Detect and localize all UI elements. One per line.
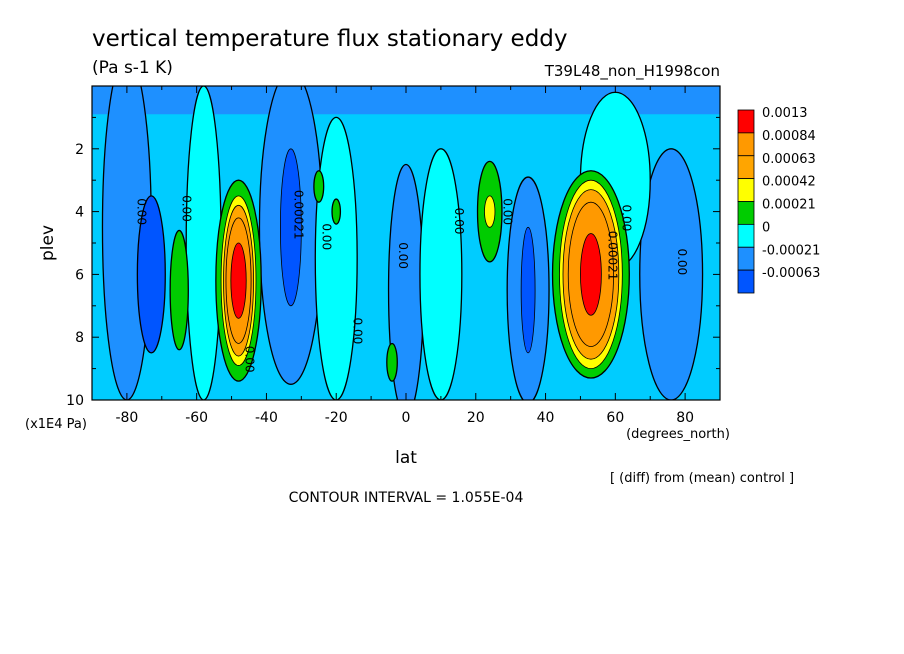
contour-label: 0.00021 [291, 190, 305, 240]
x-unit-label: (degrees_north) [626, 427, 730, 442]
legend-swatch [737, 109, 755, 134]
x-tick-label: 20 [467, 410, 485, 426]
positive-core-sh-level-4 [230, 242, 247, 319]
positive-upper-nh-level-1 [484, 195, 496, 228]
y-tick-label: 8 [75, 330, 84, 346]
legend-label: -0.00021 [762, 243, 820, 258]
y-tick-label: 6 [75, 267, 84, 283]
contour-label: 0.00 [396, 242, 410, 269]
chart-title: vertical temperature flux stationary edd… [92, 26, 568, 52]
legend-swatch [737, 178, 755, 202]
legend: 0.0013 0.00084 0.00063 0.00042 0.00021 0 -0.00… [737, 106, 820, 294]
cyan-column-3-level-0 [419, 148, 463, 400]
contour-label: 0.00 [452, 208, 466, 235]
contour-label: 0.00 [180, 195, 194, 222]
x-tick-label: 80 [676, 410, 694, 426]
x-tick-label: 40 [537, 410, 555, 426]
x-axis-label: lat [395, 448, 417, 468]
contour-label: 0.00 [351, 318, 365, 345]
contour-labels: 0.00 0.00 0.00021 0.000.000.000.000.00 0.00 0… [134, 190, 689, 373]
legend-label: 0.00084 [762, 129, 816, 144]
legend-swatch [737, 201, 755, 225]
legend-swatch [737, 132, 755, 157]
y-unit-label: (x1E4 Pa) [25, 417, 87, 432]
x-tick-label: -60 [185, 410, 208, 426]
plot-area [92, 86, 720, 400]
negative-tongue-mid-level-1 [279, 148, 302, 307]
y-tick-label: 10 [66, 393, 84, 409]
x-tick-label: 60 [606, 410, 624, 426]
x-tick-label: -20 [325, 410, 348, 426]
legend-label: 0.00021 [762, 198, 816, 213]
contour-label: 0.00 [675, 248, 689, 275]
positive-small-1-level-0 [313, 170, 325, 203]
positive-small-2-level-0 [331, 198, 342, 225]
legend-label: 0.00042 [762, 175, 816, 190]
x-axis: -80 -60 -40 -20 0 20 40 60 80 [91, 86, 721, 426]
contour-label: 0.00 [501, 198, 515, 225]
contour-label: 0.00 [619, 205, 633, 232]
legend-swatch [737, 246, 755, 271]
note-text: [ (diff) from (mean) control ] [610, 471, 794, 486]
positive-core-nh-level-4 [580, 233, 602, 316]
legend-swatch [737, 223, 755, 248]
cyan-column-1-level-0 [185, 86, 222, 400]
contour-label: 0.00021 [605, 231, 619, 281]
x-tick-label: -40 [255, 410, 278, 426]
contour-label: 0.00 [319, 223, 333, 250]
y-tick-label: 4 [75, 205, 84, 221]
cyan-column-2-level-0 [314, 116, 358, 400]
run-label: T39L48_non_H1998con [544, 62, 720, 81]
x-tick-label: -80 [115, 410, 138, 426]
legend-label: 0 [762, 220, 770, 235]
legend-swatch [737, 155, 755, 180]
negative-south-pole-level-0 [136, 195, 166, 354]
positive-small-3-level-0 [386, 342, 398, 382]
contour-label: 0.00 [134, 198, 148, 225]
y-axis-label: plev [38, 225, 58, 261]
legend-swatch [737, 269, 755, 294]
chart-subtitle: (Pa s-1 K) [92, 58, 173, 78]
y-tick-label: 2 [75, 142, 84, 158]
legend-label: 0.0013 [762, 106, 808, 121]
y-axis: 2 4 6 8 10 [66, 116, 720, 409]
x-tick-label: 0 [402, 410, 411, 426]
legend-label: -0.00063 [762, 266, 820, 281]
positive-side-sh-level-0 [169, 229, 189, 351]
negative-tongue-nh-level-1 [520, 226, 536, 354]
contour-interval-text: CONTOUR INTERVAL = 1.055E-04 [289, 490, 524, 506]
legend-label: 0.00063 [762, 152, 816, 167]
contour-label: 0.00 [243, 346, 257, 373]
